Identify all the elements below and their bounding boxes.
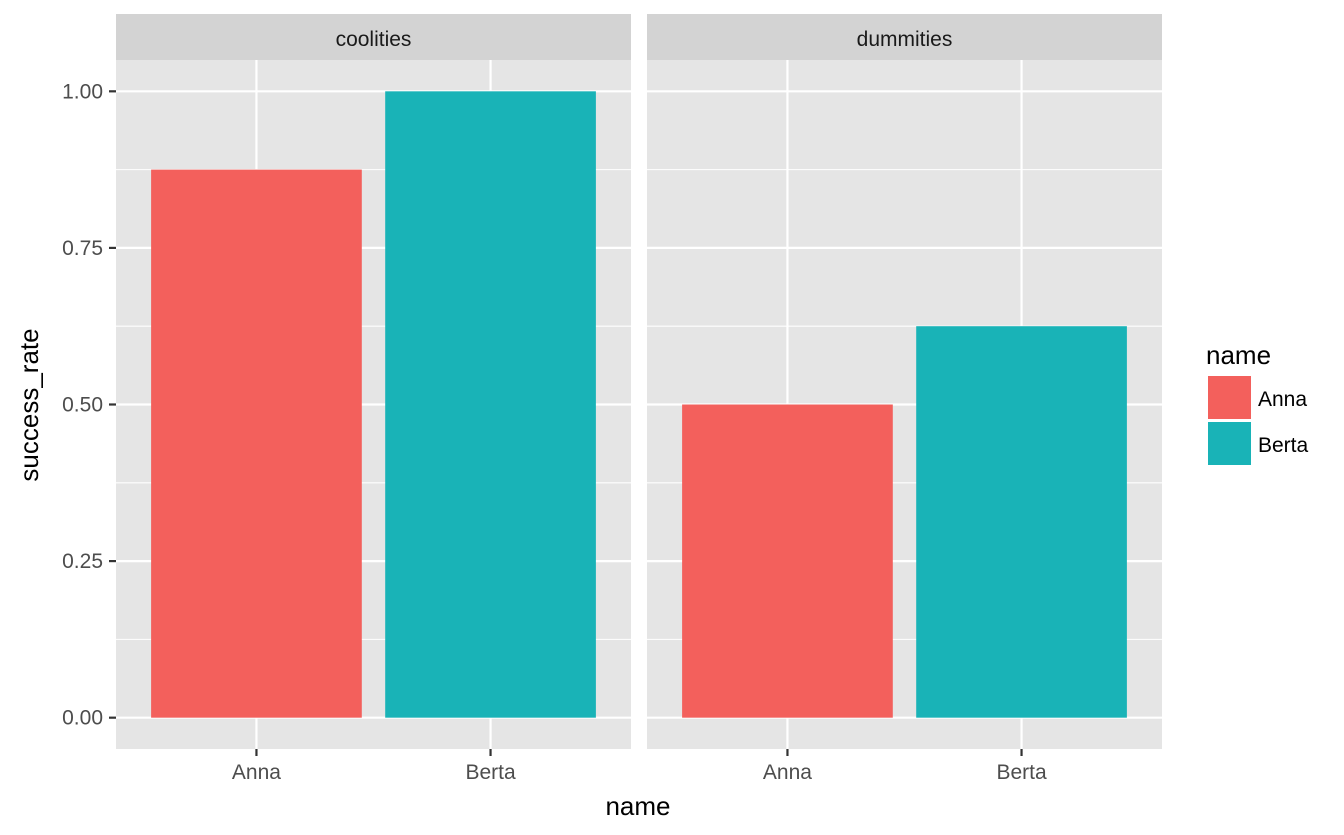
y-axis: 0.00 0.25 0.50 0.75 1.00 xyxy=(62,80,116,730)
legend-label: Berta xyxy=(1258,434,1309,457)
facet-panel-dummities: dummities Anna Berta xyxy=(647,14,1162,784)
panels: coolities Anna Berta dummities Anna Berta xyxy=(116,14,1162,784)
bar-dummities-Anna xyxy=(682,404,893,718)
legend-title: name xyxy=(1206,340,1271,370)
y-tick-label: 0.75 xyxy=(62,237,103,260)
facet-strip-label: dummities xyxy=(857,28,953,51)
facet-strip xyxy=(116,14,631,60)
legend-key-Berta xyxy=(1208,422,1251,465)
y-tick-label: 0.50 xyxy=(62,394,103,417)
x-tick-label: Berta xyxy=(996,761,1047,784)
y-tick-label: 1.00 xyxy=(62,80,103,103)
x-tick-label: Berta xyxy=(465,761,516,784)
x-tick-label: Anna xyxy=(763,761,812,784)
y-tick-label: 0.25 xyxy=(62,550,103,573)
x-tick-label: Anna xyxy=(232,761,281,784)
x-axis-title: name xyxy=(605,791,670,821)
bar-dummities-Berta xyxy=(916,326,1127,718)
legend: name Anna Berta xyxy=(1206,340,1309,465)
facet-strip xyxy=(647,14,1162,60)
facet-strip-label: coolities xyxy=(336,28,412,51)
bar-coolities-Berta xyxy=(385,91,596,718)
bar-coolities-Anna xyxy=(151,169,362,718)
y-axis-title: success_rate xyxy=(14,328,44,481)
y-tick-label: 0.00 xyxy=(62,707,103,730)
legend-key-Anna xyxy=(1208,376,1251,419)
legend-label: Anna xyxy=(1258,388,1307,411)
facet-panel-coolities: coolities Anna Berta xyxy=(116,14,631,784)
